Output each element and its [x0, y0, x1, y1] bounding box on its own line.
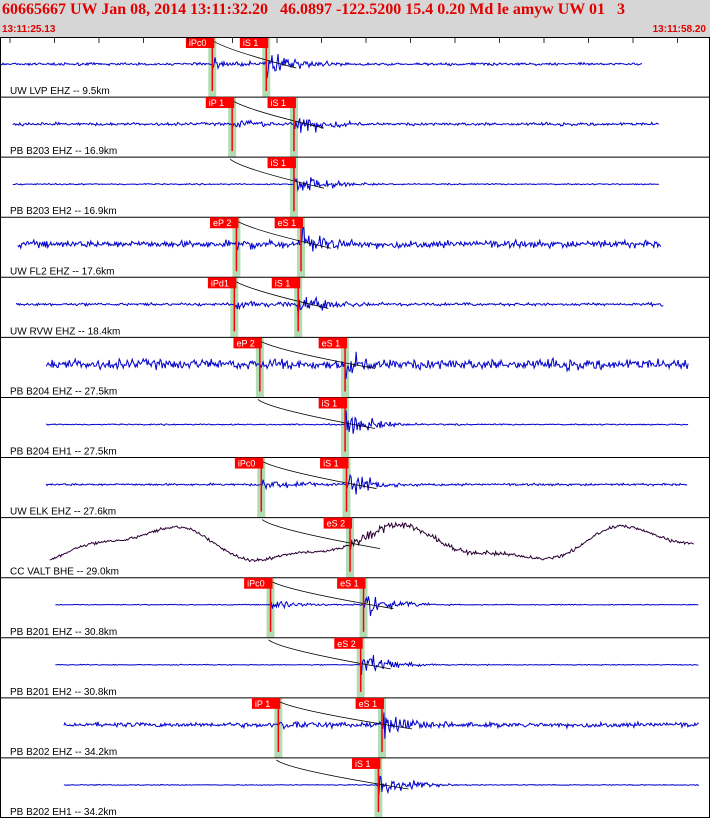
event-title: 60665667 UW Jan 08, 2014 13:11:32.20 46.… [2, 1, 625, 18]
trace-row[interactable]: iPc0 iS 1 UW LVP EHZ -- 9.5km [0, 37, 710, 98]
station-label: UW LVP EHZ -- 9.5km [10, 86, 110, 97]
pick-label-bg[interactable] [318, 397, 348, 409]
station-label: PB B201 EH2 -- 30.8km [10, 687, 117, 698]
waveform [45, 351, 689, 379]
pick-label: iS 1 [271, 98, 287, 108]
pick-label-bg[interactable] [234, 457, 264, 469]
trace-row[interactable]: eP 2 eS 1 UW FL2 EHZ -- 17.6km [0, 217, 710, 278]
waveform [55, 596, 699, 617]
station-label: UW RVW EHZ -- 18.4km [10, 326, 120, 337]
pick-label-bg[interactable] [271, 277, 301, 289]
pick-label: eS 2 [337, 639, 356, 649]
waveform [45, 410, 689, 434]
waveform [12, 118, 659, 133]
pick-label-bg[interactable] [267, 97, 296, 109]
pick-label: iPd1 [211, 278, 229, 288]
pick-label-bg[interactable] [337, 577, 366, 589]
station-label: PB B203 EH2 -- 16.9km [10, 206, 117, 217]
trace-row[interactable]: iPc0 iS 1 UW ELK EHZ -- 27.6km [0, 457, 710, 519]
pick-label-bg[interactable] [207, 277, 237, 289]
trace-row[interactable]: eP 2 eS 1 PB B204 EHZ -- 27.5km [0, 337, 710, 398]
pick-label-bg[interactable] [239, 37, 269, 48]
pick-label: iS 1 [323, 459, 339, 469]
pick-label-bg[interactable] [334, 637, 363, 649]
station-label: UW ELK EHZ -- 27.6km [10, 507, 116, 518]
waveform [45, 473, 688, 495]
waveform [15, 296, 664, 317]
arrival-curve [276, 699, 413, 730]
waveform [12, 177, 659, 192]
waveform [0, 54, 643, 79]
station-label: UW FL2 EHZ -- 17.6km [10, 266, 114, 277]
pick-label: eS 1 [359, 699, 378, 709]
trace-row[interactable]: eS 2 PB B201 EH2 -- 30.8km [0, 637, 710, 699]
waveform [17, 227, 662, 252]
trace-row[interactable]: iS 1 PB B204 EH1 -- 27.5km [0, 397, 710, 459]
pick-label: iS 1 [243, 38, 259, 48]
pick-label: iS 1 [322, 398, 338, 408]
arrival-curve [229, 158, 325, 189]
pick-label: iP 1 [255, 699, 270, 709]
pick-label: eS 1 [322, 338, 341, 348]
end-time: 13:11:58.20 [652, 24, 706, 35]
station-label: PB B203 EHZ -- 16.9km [10, 146, 117, 157]
station-label: PB B202 EHZ -- 34.2km [10, 747, 117, 758]
station-label: PB B204 EHZ -- 27.5km [10, 386, 117, 397]
waveform-panel[interactable]: iPc0 iS 1 UW LVP EHZ -- 9.5km iP 1 iS 1 PB B2… [0, 37, 710, 818]
pick-label-bg[interactable] [185, 37, 215, 48]
trace-row[interactable]: iPc0 eS 1 PB B201 EHZ -- 30.8km [0, 577, 710, 639]
event-header: 60665667 UW Jan 08, 2014 13:11:32.20 46.… [0, 0, 710, 37]
waveform [63, 775, 699, 795]
pick-label: eS 2 [327, 519, 346, 529]
pick-label-bg[interactable] [251, 697, 281, 709]
arrival-curve [268, 639, 391, 670]
start-time: 13:11:25.13 [2, 24, 56, 35]
pick-label-bg[interactable] [210, 217, 239, 229]
trace-row[interactable]: iP 1 eS 1 PB B202 EHZ -- 34.2km [0, 697, 710, 759]
pick-label-bg[interactable] [318, 337, 348, 349]
pick-label: eP 2 [236, 338, 254, 348]
arrival-curve [268, 579, 394, 610]
station-label: CC VALT BHE -- 29.0km [10, 567, 119, 578]
pick-label-bg[interactable] [244, 577, 273, 589]
pick-label: iS 1 [275, 278, 291, 288]
arrival-curve [261, 519, 381, 550]
trace-row[interactable]: iPd1 iS 1 UW RVW EHZ -- 18.4km [0, 277, 710, 338]
pick-label-bg[interactable] [267, 157, 296, 169]
pick-label: iS 1 [271, 158, 287, 168]
pick-label: eP 2 [213, 218, 231, 228]
arrival-curve [257, 399, 376, 429]
trace-row[interactable]: eS 2 CC VALT BHE -- 29.0km [0, 517, 710, 579]
station-label: PB B201 EHZ -- 30.8km [10, 627, 117, 638]
pick-label: eS 1 [278, 218, 297, 228]
pick-label: iPc0 [247, 579, 265, 589]
station-label: PB B202 EH1 -- 34.2km [10, 807, 117, 818]
waveform [49, 521, 694, 563]
trace-row[interactable]: iP 1 iS 1 PB B203 EHZ -- 16.9km [0, 97, 710, 158]
trace-row[interactable]: iS 1 PB B203 EH2 -- 16.9km [0, 157, 710, 218]
pick-label: iPc0 [238, 459, 256, 469]
trace-row[interactable]: iS 1 PB B202 EH1 -- 34.2km [0, 757, 710, 818]
waveform [55, 655, 699, 676]
pick-label: iP 1 [209, 98, 224, 108]
pick-label-bg[interactable] [320, 457, 349, 469]
pick-label: iS 1 [355, 759, 371, 769]
arrival-curve [276, 759, 409, 790]
pick-label-bg[interactable] [233, 337, 262, 349]
pick-label-bg[interactable] [355, 697, 384, 709]
pick-label-bg[interactable] [274, 217, 304, 229]
station-label: PB B204 EH1 -- 27.5km [10, 447, 117, 458]
pick-label-bg[interactable] [323, 517, 353, 529]
pick-label-bg[interactable] [352, 757, 381, 769]
pick-label: eS 1 [340, 579, 359, 589]
pick-label: iPc0 [189, 38, 207, 48]
pick-label-bg[interactable] [205, 97, 235, 109]
